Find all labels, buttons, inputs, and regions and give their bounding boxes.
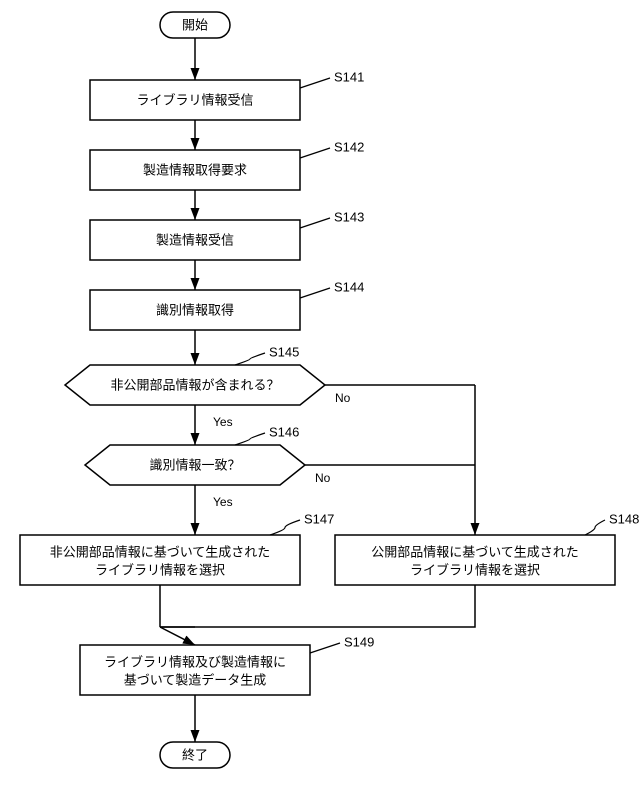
edge	[160, 585, 475, 627]
flowchart-diagram: 開始ライブラリ情報受信 S141 製造情報取得要求 S142 製造情報受信 S143 識別情…	[0, 0, 640, 794]
node-label-line2: ライブラリ情報を選択	[95, 562, 225, 577]
node-s144: 識別情報取得	[90, 290, 300, 330]
node-label-line1: ライブラリ情報及び製造情報に	[104, 654, 286, 669]
node-label: 開始	[182, 17, 208, 32]
node-label-line2: 基づいて製造データ生成	[124, 672, 267, 687]
node-label: ライブラリ情報受信	[136, 92, 253, 107]
node-s146: 識別情報一致？	[85, 445, 305, 485]
step-label-s149: S149	[344, 634, 374, 649]
node-label-line1: 公開部品情報に基づいて生成された	[371, 544, 579, 559]
node-s142: 製造情報取得要求	[90, 150, 300, 190]
step-label-s143: S143	[334, 209, 364, 224]
node-end: 終了	[160, 742, 230, 768]
node-label: 識別情報取得	[156, 302, 234, 317]
step-label-s144: S144	[334, 279, 364, 294]
step-label-s148: S148	[609, 511, 639, 526]
node-s149: ライブラリ情報及び製造情報に基づいて製造データ生成	[80, 645, 310, 695]
node-start: 開始	[160, 12, 230, 38]
node-label: 非公開部品情報が含まれる？	[110, 377, 279, 392]
node-label: 終了	[182, 747, 208, 762]
edge-label-no: No	[335, 391, 351, 405]
step-label-s145: S145	[269, 344, 299, 359]
edge-label-yes: Yes	[213, 495, 233, 509]
node-s143: 製造情報受信	[90, 220, 300, 260]
node-label: 識別情報一致？	[149, 457, 240, 472]
node-s141: ライブラリ情報受信	[90, 80, 300, 120]
node-s148: 公開部品情報に基づいて生成されたライブラリ情報を選択	[335, 535, 615, 585]
node-s147: 非公開部品情報に基づいて生成されたライブラリ情報を選択	[20, 535, 300, 585]
step-label-s146: S146	[269, 424, 299, 439]
edge	[160, 627, 195, 645]
node-label-line2: ライブラリ情報を選択	[410, 562, 540, 577]
step-label-s147: S147	[304, 511, 334, 526]
node-label: 製造情報受信	[156, 232, 234, 247]
step-label-s141: S141	[334, 69, 364, 84]
edge-label-yes: Yes	[213, 415, 233, 429]
node-label: 製造情報取得要求	[143, 162, 247, 177]
step-label-s142: S142	[334, 139, 364, 154]
node-s145: 非公開部品情報が含まれる？	[65, 365, 325, 405]
node-label-line1: 非公開部品情報に基づいて生成された	[50, 544, 271, 559]
edge-label-no: No	[315, 471, 331, 485]
